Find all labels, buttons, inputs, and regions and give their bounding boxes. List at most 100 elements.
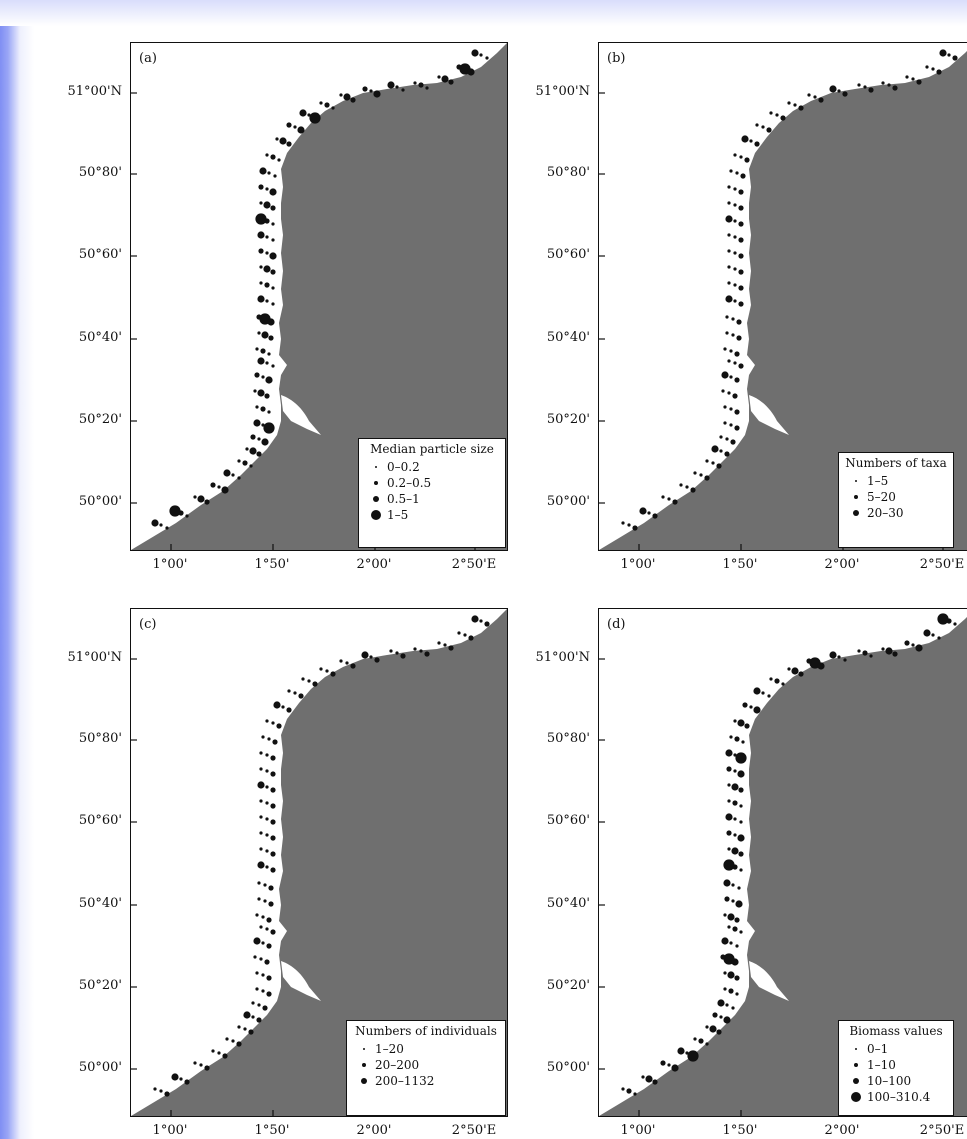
legend-class-label: 0.2–0.5: [387, 476, 432, 490]
station-marker: [731, 883, 735, 887]
station-marker: [737, 886, 741, 890]
station-marker: [251, 1001, 255, 1005]
station-marker: [734, 351, 740, 357]
station-marker: [437, 75, 441, 79]
station-marker: [345, 661, 349, 665]
station-marker: [259, 847, 263, 851]
station-marker: [270, 269, 276, 275]
station-marker: [255, 913, 259, 917]
legend-symbol: [845, 1092, 867, 1102]
station-marker: [711, 461, 715, 465]
x-tick-label: 2°00': [824, 1123, 860, 1138]
legend-class-label: 20–200: [375, 1058, 420, 1072]
station-marker: [259, 957, 263, 961]
legend-row: 200–1132: [353, 1073, 499, 1089]
legend-dot-icon: [855, 1048, 857, 1050]
station-marker: [721, 371, 729, 379]
legend-class-label: 10–100: [867, 1074, 912, 1088]
station-marker: [727, 925, 731, 929]
station-marker: [259, 201, 263, 205]
station-marker: [716, 463, 722, 469]
station-marker: [257, 295, 265, 303]
station-marker: [223, 469, 231, 477]
y-tick-label: 50°60': [78, 247, 122, 262]
station-marker: [263, 265, 271, 273]
station-marker: [744, 723, 750, 729]
station-marker: [724, 896, 730, 902]
station-marker: [687, 1050, 699, 1062]
station-marker: [843, 658, 847, 662]
station-marker: [725, 295, 733, 303]
station-marker: [261, 331, 269, 339]
station-marker: [731, 958, 739, 966]
station-marker: [267, 171, 271, 175]
station-marker: [185, 514, 189, 518]
station-marker: [741, 740, 745, 744]
station-marker: [419, 649, 423, 653]
legend-title: Numbers of individuals: [355, 1024, 497, 1038]
station-marker: [733, 153, 737, 157]
station-marker: [734, 736, 740, 742]
x-tick-label: 1°50': [722, 1123, 758, 1138]
station-marker: [652, 1079, 658, 1085]
station-marker: [734, 917, 740, 923]
station-marker: [837, 655, 841, 659]
station-marker: [727, 799, 731, 803]
legend-dot-icon: [371, 510, 381, 520]
station-marker: [257, 1003, 261, 1007]
legend-symbol: [845, 1048, 867, 1050]
legend-symbol: [365, 466, 387, 468]
station-marker: [443, 643, 447, 647]
station-marker: [254, 372, 260, 378]
station-marker: [307, 113, 311, 117]
station-marker: [787, 667, 791, 671]
station-marker: [699, 473, 703, 477]
station-marker: [266, 991, 272, 997]
legend-symbol: [845, 480, 867, 482]
station-marker: [267, 352, 271, 356]
station-marker: [263, 422, 275, 434]
station-marker: [738, 189, 744, 195]
legend-class-label: 5–20: [867, 490, 896, 504]
station-marker: [265, 927, 269, 931]
station-marker: [253, 389, 257, 393]
station-marker: [265, 849, 269, 853]
station-marker: [261, 941, 265, 945]
land-area: [131, 43, 507, 550]
station-marker: [813, 95, 817, 99]
station-marker: [259, 831, 263, 835]
coast-map: [599, 613, 967, 1116]
station-marker: [749, 705, 753, 709]
station-marker: [270, 835, 276, 841]
station-marker: [231, 473, 235, 477]
station-marker: [717, 999, 725, 1007]
station-marker: [301, 677, 305, 681]
station-marker: [324, 102, 330, 108]
station-marker: [279, 137, 287, 145]
y-tick-label: 50°60': [78, 813, 122, 828]
panel-label: (a): [139, 51, 157, 66]
station-marker: [159, 523, 163, 527]
station-marker: [319, 101, 323, 105]
y-tick-label: 50°00': [78, 1060, 122, 1075]
station-marker: [904, 640, 910, 646]
station-marker: [264, 393, 270, 399]
station-marker: [264, 282, 270, 288]
station-marker: [734, 377, 740, 383]
station-marker: [266, 975, 272, 981]
station-marker: [817, 662, 825, 670]
station-marker: [263, 201, 271, 209]
legend-symbol: [845, 495, 867, 499]
station-marker: [401, 88, 405, 92]
y-tick-label: 50°60': [546, 247, 590, 262]
station-marker: [626, 1088, 632, 1094]
legend-a: Median particle size 0–0.2 0.2–0.5 0.5–1 1–5: [358, 438, 506, 548]
station-marker: [260, 348, 266, 354]
station-marker: [271, 721, 275, 725]
station-marker: [265, 235, 269, 239]
station-marker: [735, 171, 739, 175]
station-marker: [837, 89, 841, 93]
station-marker: [737, 834, 745, 842]
x-tick-label: 1°50': [722, 557, 758, 572]
station-marker: [729, 349, 733, 353]
